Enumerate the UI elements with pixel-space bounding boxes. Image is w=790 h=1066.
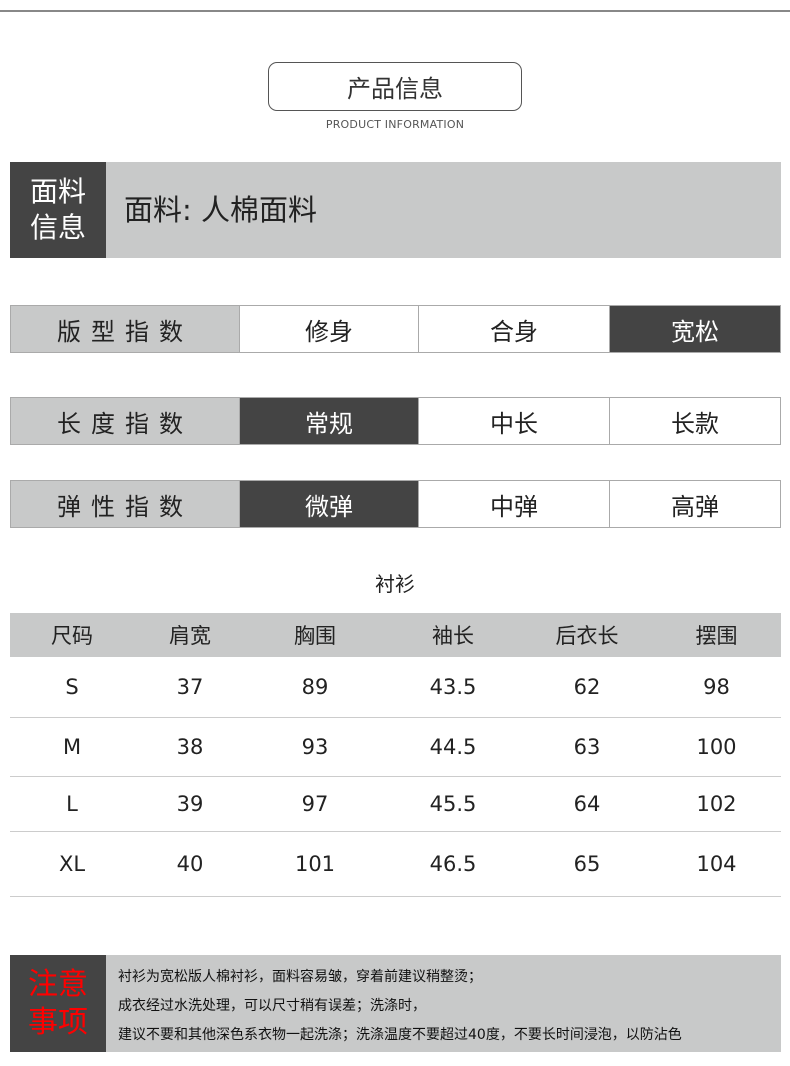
index-option: 高弹 <box>609 481 780 527</box>
notes-label-line2: 事项 <box>28 1004 88 1040</box>
header-cell: 摆围 <box>695 624 738 648</box>
index-option: 常规 <box>239 398 418 444</box>
table-row: S 37 89 43.5 62 98 <box>10 657 781 718</box>
note-line: 成衣经过水洗处理，可以尺寸稍有误差；洗涤时， <box>118 998 426 1014</box>
index-row: 弹性指数 微弹 中弹 高弹 <box>10 480 781 528</box>
index-label: 弹性指数 <box>11 481 239 527</box>
index-option: 合身 <box>418 306 609 352</box>
table-cell: 46.5 <box>429 852 477 876</box>
table-cell: 97 <box>301 792 329 816</box>
index-label: 版型指数 <box>11 306 239 352</box>
header-cell: 胸围 <box>294 624 336 648</box>
index-option: 微弹 <box>239 481 418 527</box>
table-row: XL 40 101 46.5 65 104 <box>10 832 781 897</box>
table-cell: 64 <box>573 792 601 816</box>
table-cell: 39 <box>176 792 204 816</box>
notes-label: 注意 事项 <box>10 955 106 1052</box>
table-cell: 93 <box>301 735 329 759</box>
header-cell: 尺码 <box>51 624 93 648</box>
fabric-label-line2: 信息 <box>29 211 86 244</box>
note-line: 衬衫为宽松版人棉衬衫，面料容易皱，穿着前建议稍整烫； <box>118 969 482 985</box>
fabric-label-line1: 面料 <box>29 175 86 208</box>
table-cell: 100 <box>696 735 737 759</box>
section-title: 产品信息 <box>268 62 522 111</box>
index-label: 长度指数 <box>11 398 239 444</box>
notes-text: 衬衫为宽松版人棉衬衫，面料容易皱，穿着前建议稍整烫； 成衣经过水洗处理，可以尺寸… <box>118 963 682 1050</box>
table-cell: S <box>65 675 79 699</box>
index-option: 中弹 <box>418 481 609 527</box>
table-cell: 98 <box>703 675 730 699</box>
notes-label-line1: 注意 <box>28 966 88 1002</box>
section-subtitle: PRODUCT INFORMATION <box>325 118 465 131</box>
table-cell: 102 <box>696 792 737 816</box>
size-table-title: 衬衫 <box>375 572 415 596</box>
care-notes: 注意 事项 衬衫为宽松版人棉衬衫，面料容易皱，穿着前建议稍整烫； 成衣经过水洗处理… <box>10 955 781 1052</box>
table-row: M 38 93 44.5 63 100 <box>10 718 781 777</box>
index-option: 长款 <box>609 398 780 444</box>
header-cell: 后衣长 <box>555 624 619 648</box>
table-cell: 104 <box>696 852 737 876</box>
table-cell: L <box>66 792 78 816</box>
table-cell: 43.5 <box>429 675 477 699</box>
table-row: L 39 97 45.5 64 102 <box>10 777 781 832</box>
index-option: 中长 <box>418 398 609 444</box>
size-table-header: 尺码 肩宽 胸围 袖长 后衣长 摆围 <box>10 613 781 657</box>
table-cell: 40 <box>176 852 204 876</box>
table-cell: 38 <box>176 735 204 759</box>
index-option: 修身 <box>239 306 418 352</box>
size-table: 尺码 肩宽 胸围 袖长 后衣长 摆围 S 37 89 43.5 62 98 M 38 93 44.… <box>10 613 781 897</box>
table-cell: M <box>62 735 82 759</box>
table-cell: 63 <box>573 735 601 759</box>
table-cell: 101 <box>294 852 336 876</box>
fabric-info: 面料 信息 面料: 人棉面料 <box>10 162 781 258</box>
fabric-label: 面料 信息 <box>10 162 106 258</box>
fabric-value: 面料: 人棉面料 <box>124 193 317 227</box>
table-cell: 45.5 <box>429 792 477 816</box>
table-cell: XL <box>58 852 86 876</box>
table-cell: 62 <box>573 675 601 699</box>
index-option: 宽松 <box>609 306 780 352</box>
index-row: 版型指数 修身 合身 宽松 <box>10 305 781 353</box>
header-cell: 肩宽 <box>169 624 211 648</box>
table-cell: 37 <box>176 675 204 699</box>
header-cell: 袖长 <box>432 624 474 648</box>
index-row: 长度指数 常规 中长 长款 <box>10 397 781 445</box>
note-line: 建议不要和其他深色系衣物一起洗涤；洗涤温度不要超过40度，不要长时间浸泡，以防沾… <box>118 1027 682 1043</box>
top-divider <box>0 10 790 12</box>
table-cell: 89 <box>301 675 329 699</box>
table-cell: 65 <box>573 852 601 876</box>
table-cell: 44.5 <box>429 735 477 759</box>
